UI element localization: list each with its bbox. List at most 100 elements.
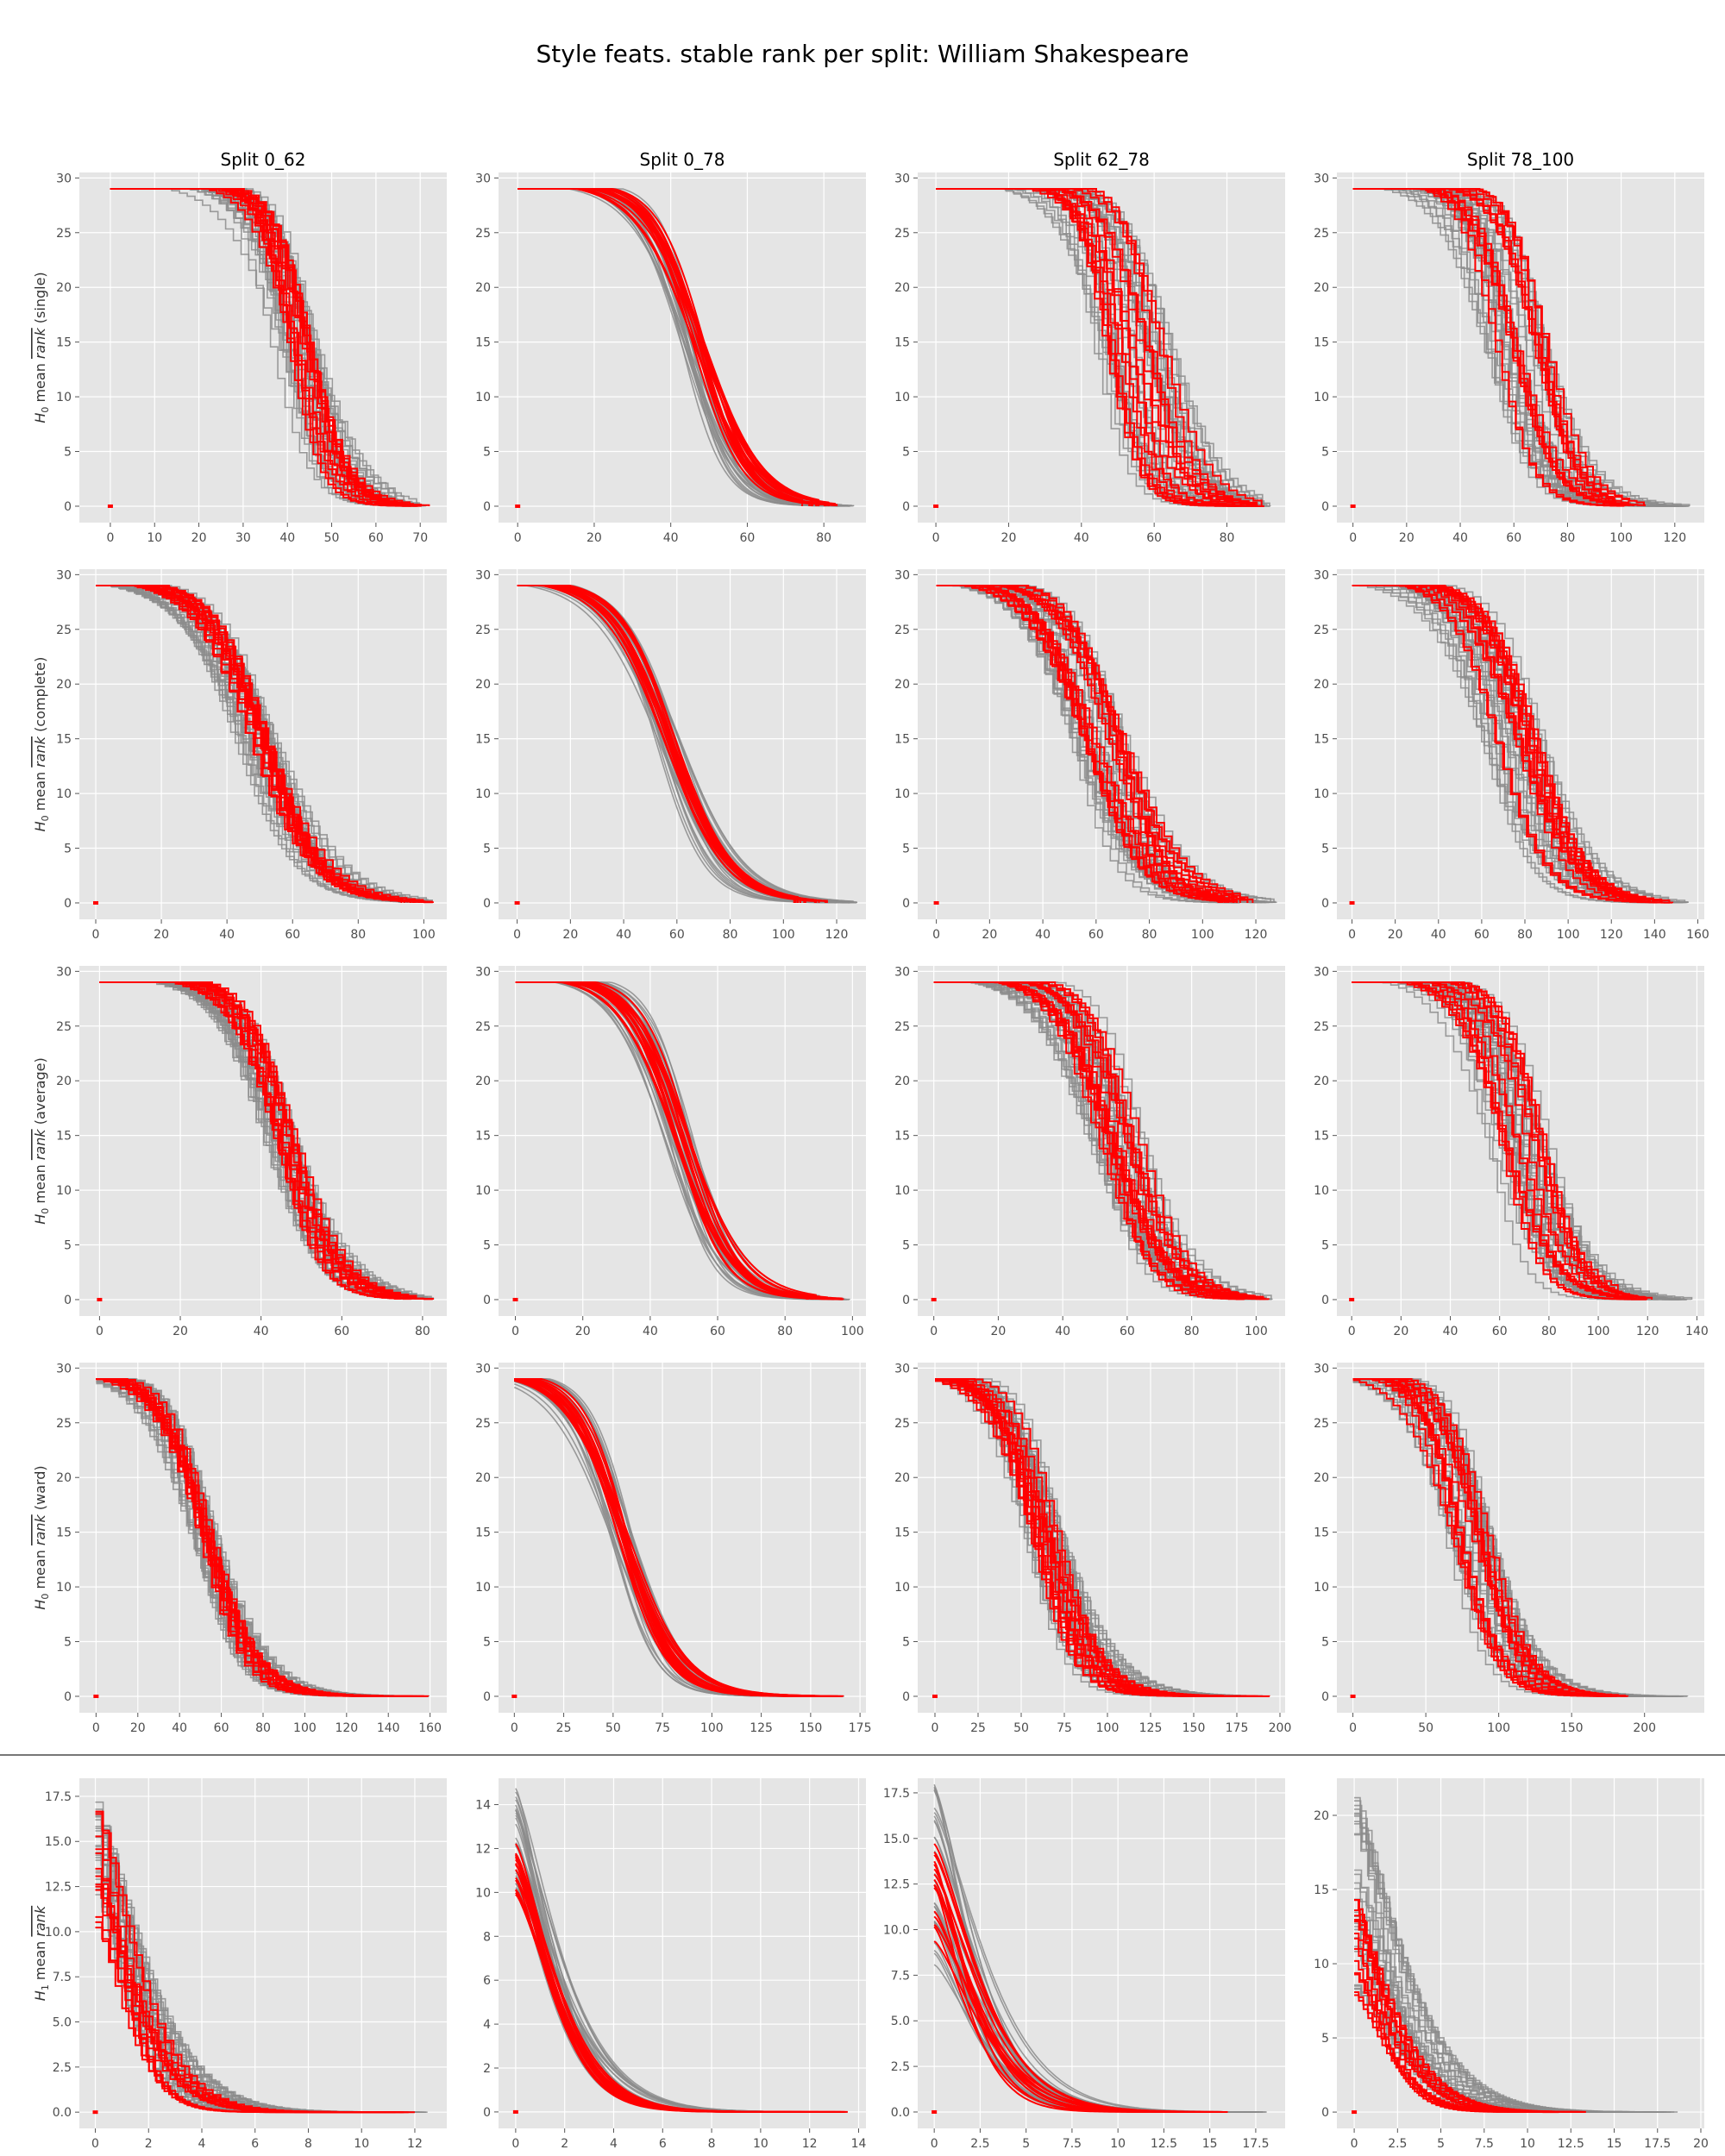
row-label-h: H — [32, 413, 48, 423]
y-tick-label: 0 — [483, 897, 491, 911]
x-tick-label: 20 — [1388, 928, 1403, 942]
y-tick-label: 25 — [475, 227, 491, 241]
y-tick-label: 0 — [64, 897, 72, 911]
column-title-0: Split 0_62 — [221, 149, 306, 170]
x-tick-label: 140 — [1643, 928, 1666, 942]
row-label-0: H0 mean rank (single) — [32, 272, 51, 423]
series-line-red-15 — [933, 981, 1266, 1300]
x-tick-label: 40 — [643, 1325, 658, 1338]
y-tick-label: 5 — [64, 843, 72, 856]
y-tick-label: 0 — [1321, 1294, 1329, 1307]
panel-0-2: 0 20 40 60 80 0 5 10 15 20 25 30 — [894, 172, 1285, 545]
y-tick-label: 5 — [1321, 1636, 1329, 1650]
y-tick-label: 5 — [902, 446, 910, 460]
y-tick-label: 25 — [56, 1020, 72, 1034]
x-tick-label: 40 — [616, 928, 631, 942]
y-tick-label: 25 — [894, 624, 910, 637]
origin-marker — [932, 1694, 938, 1698]
x-tick-label: 120 — [1600, 928, 1623, 942]
x-tick-label: 40 — [1452, 531, 1468, 545]
y-tick-label: 15 — [475, 733, 491, 747]
series-lines — [517, 585, 858, 904]
y-tick-label: 15 — [1314, 733, 1329, 747]
x-tick-label: 25 — [970, 1721, 986, 1735]
x-tick-label: 40 — [254, 1325, 269, 1338]
y-tick-label: 5 — [64, 1239, 72, 1253]
x-tick-label: 10 — [753, 2137, 768, 2151]
series-lines — [1352, 585, 1689, 904]
column-title-3: Split 78_100 — [1467, 149, 1574, 170]
series-lines — [110, 188, 430, 507]
y-tick-label: 0 — [902, 1294, 910, 1307]
y-tick-label: 7.5 — [53, 1971, 72, 1984]
x-tick-label: 15 — [1202, 2137, 1218, 2151]
x-tick-label: 40 — [172, 1721, 187, 1735]
x-tick-label: 0 — [91, 2137, 99, 2151]
series-lines — [96, 585, 434, 904]
row-label-sub: 0 — [40, 815, 51, 821]
column-title-1: Split 0_78 — [640, 149, 725, 170]
x-tick-label: 150 — [1560, 1721, 1584, 1735]
y-tick-label: 20 — [1314, 1809, 1329, 1823]
y-tick-label: 30 — [475, 568, 491, 582]
y-tick-label: 15 — [475, 1526, 491, 1540]
y-tick-label: 20 — [1314, 1471, 1329, 1485]
y-tick-label: 20 — [475, 1471, 491, 1485]
y-tick-label: 0 — [64, 500, 72, 514]
x-tick-label: 80 — [1560, 531, 1576, 545]
y-tick-label: 5 — [64, 1636, 72, 1650]
y-tick-label: 10 — [1314, 1958, 1329, 1971]
y-tick-label: 8 — [483, 1930, 491, 1944]
x-tick-label: 2 — [561, 2137, 568, 2151]
series-lines — [1352, 1378, 1689, 1697]
y-tick-label: 20 — [56, 1471, 72, 1485]
y-tick-label: 30 — [894, 568, 910, 582]
y-tick-label: 20 — [56, 281, 72, 295]
x-tick-label: 140 — [1685, 1325, 1709, 1338]
origin-marker — [933, 900, 939, 905]
series-line-gray-19 — [933, 981, 1236, 1300]
y-tick-label: 5.0 — [891, 2015, 910, 2028]
x-tick-label: 80 — [415, 1325, 430, 1338]
panel-3-3: 0 50 100 150 200 0 5 10 15 20 25 30 — [1314, 1362, 1704, 1735]
origin-marker — [1350, 504, 1356, 508]
origin-marker — [1352, 2110, 1358, 2115]
row-label-rank: rank — [32, 1129, 48, 1161]
y-tick-label: 30 — [56, 1362, 72, 1376]
y-tick-label: 0 — [483, 1690, 491, 1704]
y-tick-label: 10 — [1314, 1184, 1329, 1198]
y-tick-label: 10 — [1314, 787, 1329, 801]
row-label-mean: mean — [32, 1160, 48, 1208]
x-tick-label: 120 — [335, 1721, 358, 1735]
x-tick-label: 4 — [610, 2137, 618, 2151]
x-tick-label: 40 — [279, 531, 295, 545]
x-tick-label: 140 — [377, 1721, 400, 1735]
y-tick-label: 10 — [56, 1581, 72, 1595]
x-tick-label: 7.5 — [1475, 2137, 1494, 2151]
series-lines — [936, 585, 1277, 904]
row-label-linkage: (single) — [32, 272, 48, 328]
x-tick-label: 120 — [1663, 531, 1686, 545]
x-tick-label: 0 — [1348, 1325, 1356, 1338]
series-line-red-13 — [95, 1875, 351, 2113]
x-tick-label: 5 — [1437, 2137, 1445, 2151]
y-tick-label: 15 — [475, 1130, 491, 1144]
y-tick-label: 5 — [483, 843, 491, 856]
row-label-h: H — [32, 1600, 48, 1610]
x-tick-label: 100 — [1557, 928, 1580, 942]
y-tick-label: 30 — [56, 172, 72, 185]
x-tick-label: 50 — [1013, 1721, 1029, 1735]
y-tick-label: 2 — [483, 2062, 491, 2076]
x-tick-label: 160 — [418, 1721, 442, 1735]
x-tick-label: 8 — [708, 2137, 716, 2151]
origin-marker — [515, 504, 521, 508]
y-tick-label: 0 — [1321, 500, 1329, 514]
row-label-4: H1 mean rank — [32, 1905, 51, 2001]
row-label-mean: mean — [32, 768, 48, 816]
x-tick-label: 160 — [1686, 928, 1709, 942]
x-tick-label: 10 — [1520, 2137, 1535, 2151]
y-tick-label: 17.5 — [883, 1787, 910, 1801]
series-lines — [1352, 188, 1690, 507]
x-tick-label: 175 — [1226, 1721, 1249, 1735]
